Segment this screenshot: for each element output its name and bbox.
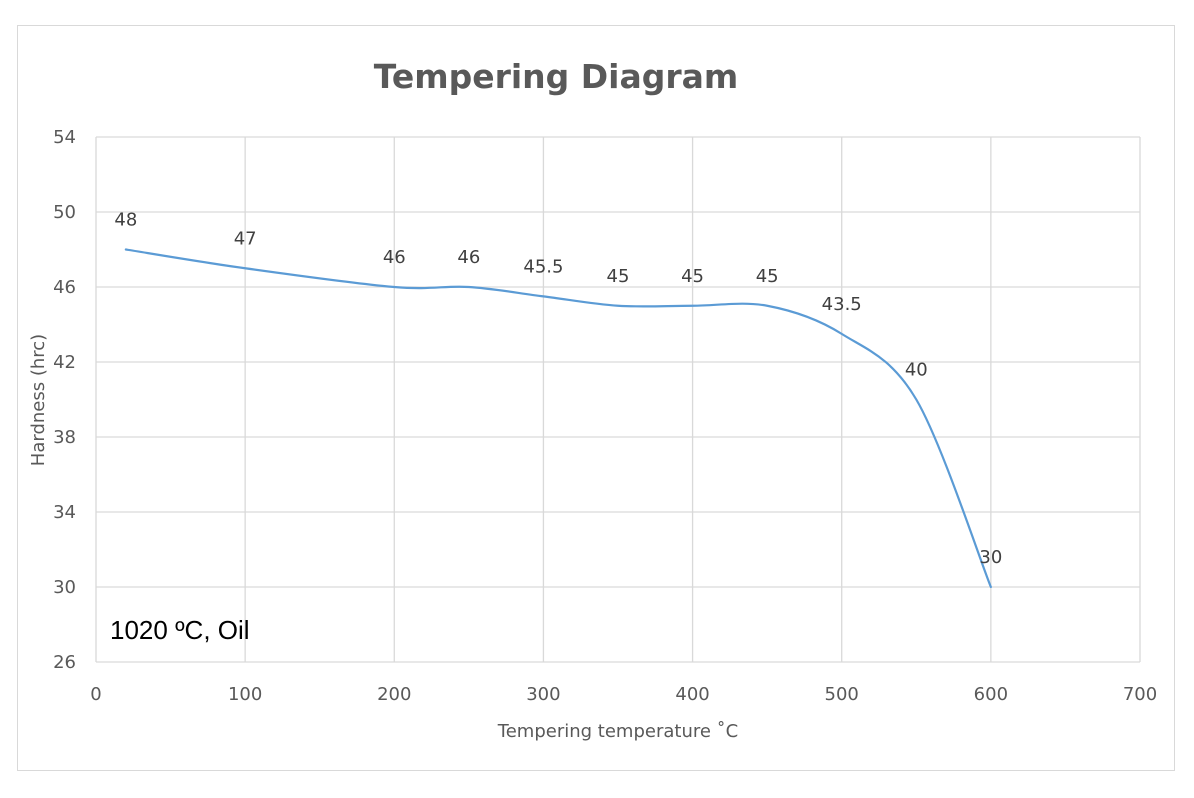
data-label: 45 <box>756 266 779 287</box>
x-tick-label: 500 <box>825 684 859 705</box>
y-tick-label: 42 <box>53 352 76 373</box>
x-tick-label: 200 <box>377 684 411 705</box>
data-label: 40 <box>905 360 928 381</box>
data-labels: 48 47 46 46 45.5 45 45 45 43.5 40 30 <box>114 210 1002 569</box>
data-label: 48 <box>114 210 137 231</box>
gridlines <box>95 136 1141 663</box>
y-tick-label: 54 <box>53 127 76 148</box>
x-tick-label: 700 <box>1123 684 1157 705</box>
condition-annotation: 1020 ºC, Oil <box>110 615 250 645</box>
data-label: 47 <box>234 228 257 249</box>
chart-frame: 48 47 46 46 45.5 45 45 45 43.5 40 30 26 30 34 38 42 46 5… <box>17 25 1175 771</box>
tick-labels: 26 30 34 38 42 46 50 54 0 100 200 300 400 500 600 700 <box>53 127 1157 705</box>
data-label: 46 <box>457 247 480 268</box>
x-tick-label: 0 <box>90 684 101 705</box>
x-tick-label: 400 <box>675 684 709 705</box>
x-tick-label: 600 <box>974 684 1008 705</box>
series-layer <box>124 248 992 589</box>
x-axis-title: Tempering temperature ˚C <box>497 721 738 742</box>
y-axis-title: Hardness (hrc) <box>28 334 49 466</box>
data-label: 45 <box>681 266 704 287</box>
y-tick-label: 50 <box>53 202 76 223</box>
data-label: 46 <box>383 247 406 268</box>
y-tick-label: 38 <box>53 427 76 448</box>
data-label: 43.5 <box>822 294 862 315</box>
y-tick-label: 30 <box>53 577 76 598</box>
x-tick-label: 100 <box>228 684 262 705</box>
y-tick-label: 46 <box>53 277 76 298</box>
y-tick-label: 34 <box>53 502 76 523</box>
tempering-chart: 48 47 46 46 45.5 45 45 45 43.5 40 30 26 30 34 38 42 46 5… <box>28 57 1157 742</box>
chart-title: Tempering Diagram <box>374 57 739 96</box>
data-label: 45.5 <box>523 256 563 277</box>
y-tick-label: 26 <box>53 652 76 673</box>
x-tick-label: 300 <box>526 684 560 705</box>
data-label: 30 <box>979 547 1002 568</box>
series-line-hardness <box>124 248 992 589</box>
data-label: 45 <box>607 266 630 287</box>
